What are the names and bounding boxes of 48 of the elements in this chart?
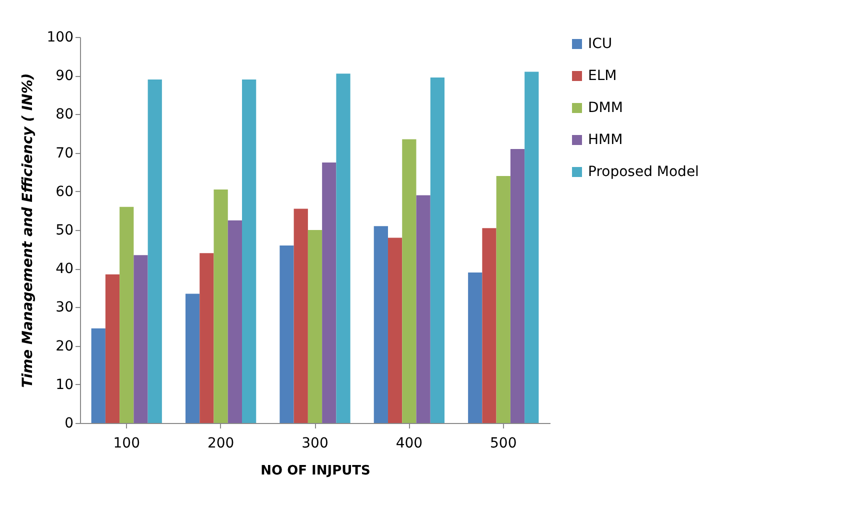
x-tick-label: 300: [302, 436, 328, 452]
y-tick-label: 100: [46, 30, 74, 46]
bar: [482, 228, 496, 423]
legend-label: HMM: [588, 132, 623, 148]
bar: [496, 176, 510, 423]
legend-label: DMM: [588, 100, 623, 116]
bar: [294, 208, 308, 423]
bar: [185, 294, 200, 423]
y-tick-label: 50: [56, 222, 74, 238]
bar: [228, 220, 242, 423]
bar: [120, 206, 134, 423]
bar: [148, 79, 162, 423]
bar: [388, 238, 402, 423]
y-tick-label: 10: [56, 376, 74, 393]
bar: [374, 226, 388, 423]
bar: [242, 79, 256, 423]
bar: [322, 162, 336, 423]
bar: [524, 72, 539, 423]
y-tick-label: 70: [56, 145, 74, 162]
bar: [430, 78, 445, 423]
y-tick-label: 0: [64, 416, 74, 432]
bar: [200, 253, 214, 423]
bar: [105, 274, 120, 423]
bar: [214, 189, 228, 423]
y-tick-label: 60: [56, 184, 74, 200]
y-tick-label: 80: [56, 106, 74, 123]
x-axis-title: NO OF INJPUTS: [260, 464, 370, 478]
y-axis-title: Time Management and Efficiency ( IN%): [20, 73, 36, 388]
x-tick-label: 500: [490, 436, 517, 452]
bar: [468, 272, 482, 423]
legend-label: Proposed Model: [588, 164, 699, 180]
x-tick-label: 400: [396, 436, 423, 452]
x-tick-label: 100: [113, 436, 140, 452]
x-tick-label: 200: [207, 436, 234, 452]
y-tick-label: 90: [56, 68, 74, 84]
bar: [280, 245, 294, 423]
bar: [91, 328, 106, 423]
legend-label: ICU: [588, 36, 612, 52]
y-tick-label: 30: [56, 300, 74, 316]
bar: [308, 230, 322, 423]
bar: [510, 148, 525, 423]
bar: [336, 74, 350, 423]
bar: [402, 139, 416, 423]
y-tick-label: 20: [56, 338, 74, 354]
bar: [416, 195, 430, 423]
legend-label: ELM: [588, 68, 617, 84]
y-tick-label: 40: [56, 261, 74, 278]
bar: [134, 255, 148, 423]
